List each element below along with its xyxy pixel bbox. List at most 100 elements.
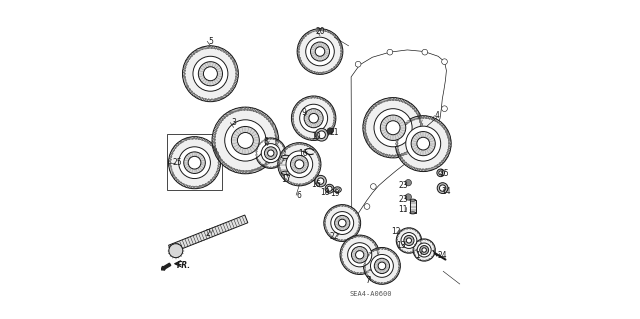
Circle shape [264,147,277,160]
Circle shape [339,219,346,227]
Text: 19: 19 [330,189,340,198]
Bar [281,157,291,173]
Circle shape [182,46,238,102]
Circle shape [286,151,313,178]
Circle shape [225,120,266,161]
Circle shape [406,238,412,243]
Text: 7: 7 [365,276,370,285]
Circle shape [437,169,445,177]
Ellipse shape [333,187,341,193]
Circle shape [306,37,334,66]
Circle shape [168,137,221,189]
Text: 14: 14 [442,187,451,196]
Text: 23: 23 [399,195,408,204]
Circle shape [440,185,446,191]
Text: 16: 16 [312,181,321,189]
Circle shape [404,235,414,246]
Circle shape [439,171,443,175]
Circle shape [378,262,386,270]
Circle shape [193,56,228,91]
Circle shape [188,156,201,169]
Circle shape [255,138,286,168]
Circle shape [304,109,323,128]
Circle shape [309,114,319,123]
Text: 22: 22 [330,232,339,241]
Circle shape [327,128,333,134]
Circle shape [268,150,274,156]
Circle shape [295,160,304,169]
Circle shape [310,42,330,61]
Text: 2: 2 [206,229,211,238]
Text: 5: 5 [208,37,213,46]
Circle shape [340,235,380,274]
Circle shape [364,248,401,284]
Circle shape [169,244,183,258]
Circle shape [356,251,364,259]
Bar [410,200,415,213]
Text: 11: 11 [399,205,408,214]
Text: SEA4-A0600: SEA4-A0600 [349,291,392,297]
Circle shape [198,62,223,86]
Circle shape [387,49,393,55]
Text: 15: 15 [439,169,449,178]
Circle shape [325,184,334,193]
Circle shape [406,126,441,161]
Circle shape [317,178,324,184]
Circle shape [184,152,205,174]
Circle shape [401,233,417,249]
Circle shape [442,106,447,112]
Text: 8: 8 [264,137,268,145]
Circle shape [300,104,328,132]
Text: 20: 20 [315,27,325,36]
Polygon shape [168,215,248,253]
Circle shape [327,186,332,191]
Circle shape [291,96,336,140]
Text: 10: 10 [312,132,321,141]
Circle shape [335,215,350,231]
Circle shape [348,243,372,267]
Text: 21: 21 [330,128,339,137]
Text: FR.: FR. [177,261,191,270]
Circle shape [237,132,253,148]
Circle shape [315,175,326,187]
Circle shape [371,255,394,277]
Text: 13: 13 [396,241,406,250]
Circle shape [411,131,435,156]
Circle shape [396,116,451,172]
Circle shape [405,180,412,186]
Text: 1: 1 [415,251,420,260]
Circle shape [380,115,406,140]
Circle shape [204,67,218,81]
Text: 6: 6 [297,190,302,200]
Circle shape [212,107,278,174]
Circle shape [422,49,428,55]
Circle shape [422,248,426,252]
Text: 18: 18 [320,188,330,197]
Circle shape [374,258,390,273]
Circle shape [331,211,354,234]
Text: 17: 17 [281,175,291,184]
Circle shape [430,161,436,167]
Circle shape [261,144,280,163]
Circle shape [437,183,448,194]
Ellipse shape [281,171,291,174]
Bar [167,134,221,190]
Ellipse shape [281,155,291,159]
Circle shape [351,247,368,263]
Circle shape [437,144,443,150]
Circle shape [324,204,361,241]
Circle shape [318,131,325,138]
Circle shape [374,109,412,147]
Circle shape [396,228,422,253]
Text: 16: 16 [298,149,307,158]
Circle shape [179,147,211,179]
Text: 12: 12 [391,227,401,236]
FancyArrow shape [161,263,171,270]
Circle shape [364,204,370,209]
Text: 23: 23 [399,181,408,190]
Text: 4: 4 [435,111,440,120]
Circle shape [371,184,376,189]
Circle shape [417,243,431,257]
Circle shape [413,239,435,261]
Circle shape [232,126,259,154]
